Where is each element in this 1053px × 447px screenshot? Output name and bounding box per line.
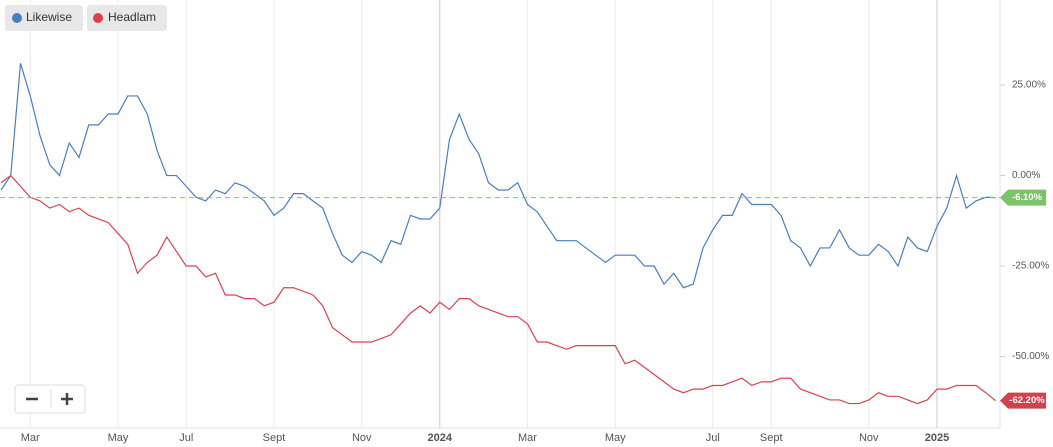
x-tick-label: Sept — [760, 432, 783, 444]
legend-swatch — [12, 13, 22, 23]
x-tick-label: 2025 — [925, 432, 949, 444]
value-flag — [1000, 189, 1046, 206]
zoom-in-button[interactable] — [53, 387, 83, 411]
x-tick-label: May — [108, 432, 129, 444]
value-flag — [1000, 392, 1046, 409]
x-tick-label: Nov — [859, 432, 879, 444]
x-tick-label: 2024 — [428, 432, 453, 444]
legend-label: Headlam — [108, 10, 156, 24]
value-flag-label: -62.20% — [1009, 395, 1045, 406]
x-tick-label: May — [605, 432, 626, 444]
x-tick-label: Sept — [263, 432, 286, 444]
value-flag-label: -6.10% — [1012, 192, 1043, 203]
legend-item[interactable]: Headlam — [87, 5, 167, 31]
grid — [29, 0, 1005, 428]
line-series — [0, 174, 996, 405]
x-tick-label: Mar — [21, 432, 40, 444]
y-tick-label: 25.00% — [1012, 80, 1046, 91]
legend-button[interactable] — [87, 5, 167, 31]
legend-item[interactable]: Likewise — [5, 5, 83, 31]
plot-area — [0, 63, 1000, 405]
legend: Likewise Headlam — [5, 5, 167, 31]
legend-button[interactable] — [5, 5, 83, 31]
line-series — [0, 63, 996, 289]
zoom-controls — [14, 384, 86, 414]
y-tick-label: 0.00% — [1012, 170, 1040, 181]
legend-swatch — [93, 13, 103, 23]
x-tick-label: Nov — [352, 432, 372, 444]
y-tick-label: -25.00% — [1012, 261, 1049, 272]
zoom-out-button[interactable] — [17, 387, 49, 411]
y-tick-label: -50.00% — [1012, 351, 1049, 362]
x-tick-label: Mar — [518, 432, 537, 444]
x-tick-label: Jul — [179, 432, 193, 444]
x-tick-label: Jul — [706, 432, 720, 444]
legend-label: Likewise — [26, 10, 72, 24]
